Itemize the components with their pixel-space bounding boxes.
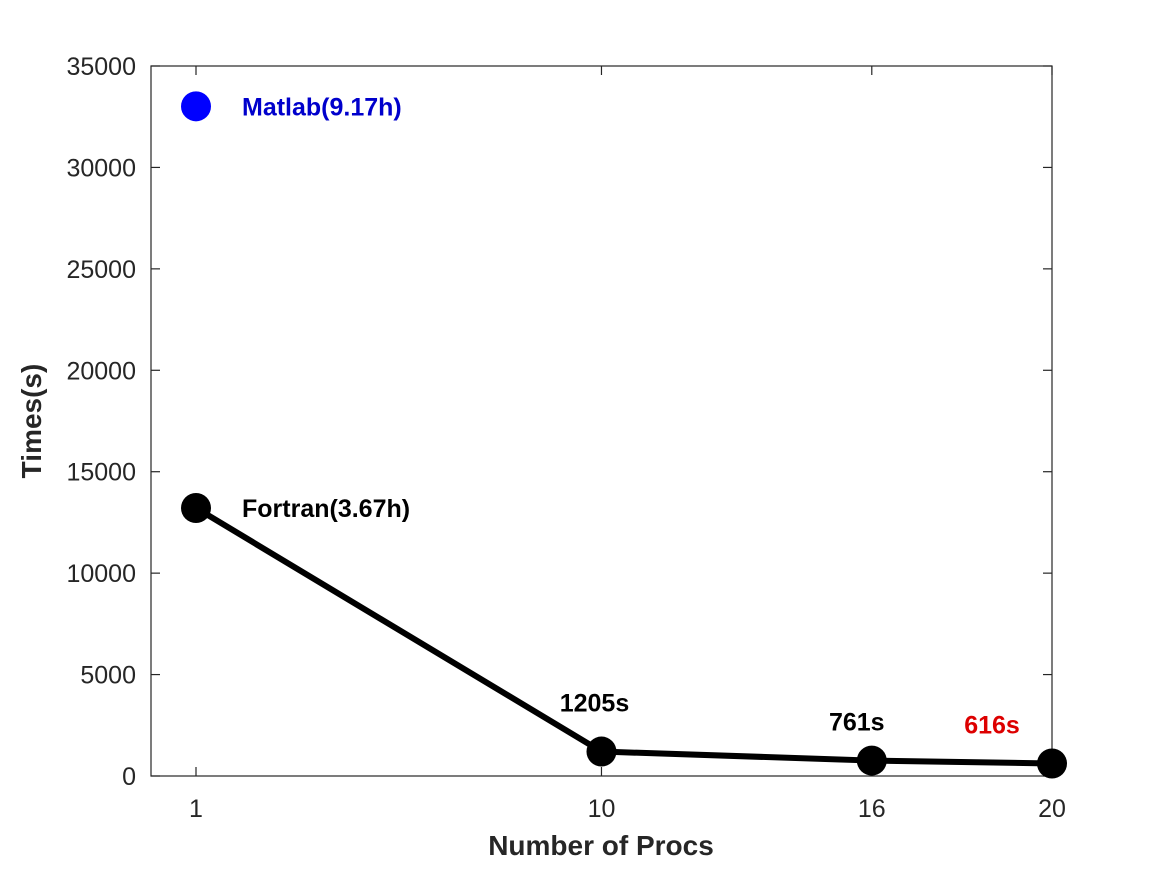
x-tick-label: 20: [1038, 795, 1066, 823]
x-tick-label: 1: [189, 795, 203, 823]
y-axis-title: Times(s): [16, 364, 47, 479]
data-point: [586, 736, 617, 767]
y-tick-label: 10000: [66, 560, 136, 588]
y-tick-label: 35000: [66, 53, 136, 81]
data-label: Matlab(9.17h): [242, 93, 402, 121]
x-tick-label: 16: [858, 795, 886, 823]
y-tick-label: 5000: [80, 662, 136, 690]
data-label: Fortran(3.67h): [242, 495, 410, 523]
data-label: 616s: [964, 712, 1020, 740]
y-tick-label: 25000: [66, 256, 136, 284]
data-point: [181, 91, 211, 122]
x-tick-label: 10: [588, 795, 616, 823]
data-label: 1205s: [560, 690, 630, 718]
y-tick-label: 15000: [66, 459, 136, 487]
series-line: [194, 505, 1053, 767]
data-label: 761s: [829, 709, 885, 737]
plot-area: [150, 65, 1053, 777]
y-tick-label: 30000: [66, 154, 136, 182]
y-tick-label: 20000: [66, 357, 136, 385]
data-point: [1037, 748, 1067, 779]
chart-marks: [181, 91, 1067, 779]
data-point: [181, 492, 211, 523]
data-point: [856, 745, 887, 776]
chart-labels: 1 10 16 20 0 5000 10000 15000 20000 25000 30000 350…: [66, 53, 1065, 823]
x-axis-title: Number of Procs: [488, 830, 714, 861]
y-tick-label: 0: [122, 763, 136, 791]
axis-ticks: [151, 65, 1053, 777]
